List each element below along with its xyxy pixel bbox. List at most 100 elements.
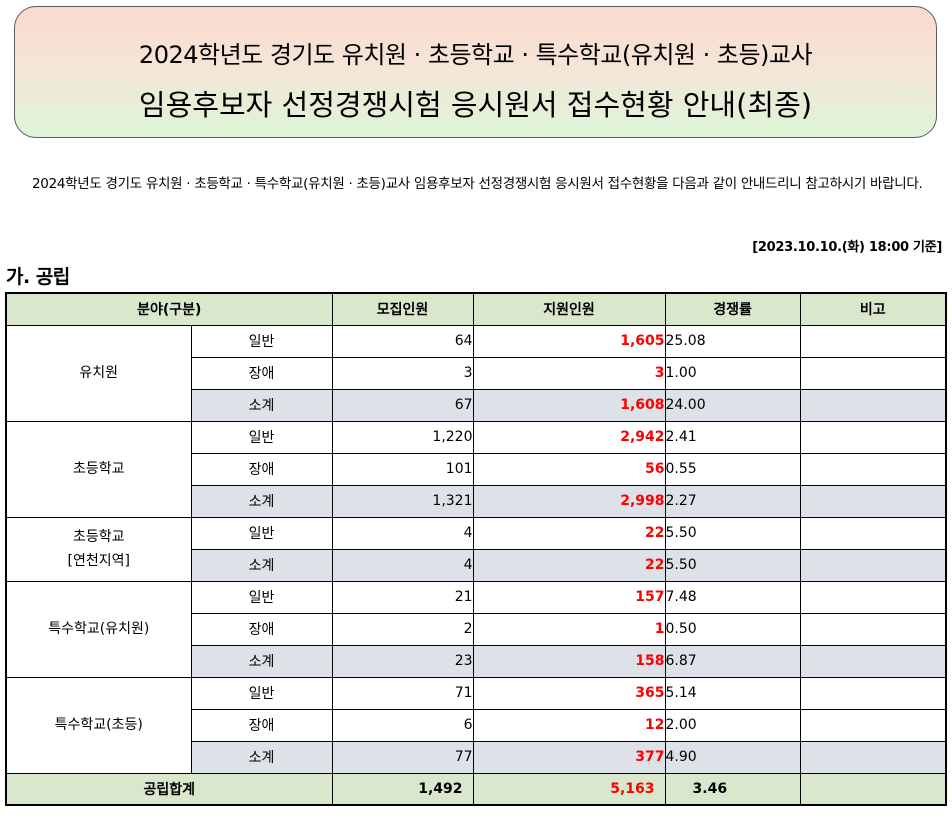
title-line-1: 2024학년도 경기도 유치원 · 초등학교 · 특수학교(유치원 · 초등)교… xyxy=(138,41,813,69)
note-cell xyxy=(799,516,947,550)
ratio-cell: 5.50 xyxy=(664,516,801,550)
subcategory-cell: 장애 xyxy=(190,708,333,742)
applicants-cell: 22 xyxy=(472,516,666,550)
group-label: 초등학교 xyxy=(5,420,192,518)
note-cell xyxy=(799,420,947,454)
applicants-cell: 1 xyxy=(472,612,666,646)
recruit-cell: 101 xyxy=(331,452,474,486)
group-name: 초등학교 xyxy=(72,461,125,477)
title-banner: 2024학년도 경기도 유치원 · 초등학교 · 특수학교(유치원 · 초등)교… xyxy=(14,6,937,138)
ratio-cell: 4.90 xyxy=(664,740,801,774)
subcategory-cell: 소계 xyxy=(190,548,333,582)
subcategory-cell: 일반 xyxy=(190,580,333,614)
note-cell xyxy=(799,580,947,614)
table-row: 소계 4 22 5.50 xyxy=(6,548,947,582)
subcategory-cell: 일반 xyxy=(190,516,333,550)
table-row: 장애 101 56 0.55 xyxy=(6,452,947,486)
applicants-cell: 3 xyxy=(472,356,666,390)
recruit-cell: 2 xyxy=(331,612,474,646)
ratio-cell: 5.50 xyxy=(664,548,801,582)
reference-date: [2023.10.10.(화) 18:00 기준] xyxy=(752,240,942,255)
applicants-cell: 158 xyxy=(472,644,666,678)
header-field: 분야(구분) xyxy=(5,292,333,326)
ratio-cell: 1.00 xyxy=(664,356,801,390)
header-note: 비고 xyxy=(799,292,947,326)
header-recruit: 모집인원 xyxy=(331,292,474,326)
recruit-cell: 23 xyxy=(331,644,474,678)
table-row: 장애 3 3 1.00 xyxy=(6,356,947,390)
subcategory-cell: 소계 xyxy=(190,388,333,422)
recruit-cell: 71 xyxy=(331,676,474,710)
recruit-cell: 77 xyxy=(331,740,474,774)
ratio-cell: 6.87 xyxy=(664,644,801,678)
note-cell xyxy=(799,484,947,518)
applicants-cell: 1,605 xyxy=(472,324,666,358)
title-line-2: 임용후보자 선정경쟁시험 응시원서 접수현황 안내(최종) xyxy=(138,88,813,122)
recruit-cell: 67 xyxy=(331,388,474,422)
total-ratio: 3.46 xyxy=(664,772,801,806)
note-cell xyxy=(799,388,947,422)
table-header-row: 분야(구분) 모집인원 지원인원 경쟁률 비고 xyxy=(5,292,947,326)
ratio-cell: 25.08 xyxy=(664,324,801,358)
table-row: 특수학교(유치원) 일반 21 157 7.48 xyxy=(5,580,947,678)
table-row: 소계 77 377 4.90 xyxy=(6,740,947,774)
ratio-cell: 0.55 xyxy=(664,452,801,486)
recruit-cell: 64 xyxy=(331,324,474,358)
group-name: 특수학교(유치원) xyxy=(48,621,150,637)
table-row: 유치원 일반 64 1,605 25.08 xyxy=(5,324,947,422)
total-recruit: 1,492 xyxy=(331,772,474,806)
group-name: 유치원 xyxy=(79,365,119,381)
note-cell xyxy=(799,356,947,390)
ratio-cell: 2.27 xyxy=(664,484,801,518)
group-region: [연천지역] xyxy=(67,553,130,569)
note-cell xyxy=(799,548,947,582)
total-row: 공립합계 1,492 5,163 3.46 xyxy=(5,772,947,806)
total-note xyxy=(799,772,947,806)
ratio-cell: 0.50 xyxy=(664,612,801,646)
header-ratio: 경쟁률 xyxy=(664,292,801,326)
recruit-cell: 21 xyxy=(331,580,474,614)
group-label: 특수학교(유치원) xyxy=(5,580,192,678)
note-cell xyxy=(799,676,947,710)
applicants-cell: 56 xyxy=(472,452,666,486)
applicants-cell: 12 xyxy=(472,708,666,742)
note-cell xyxy=(799,708,947,742)
header-applicants: 지원인원 xyxy=(472,292,666,326)
table-row: 초등학교 [연천지역] 일반 4 22 5.50 xyxy=(5,516,947,582)
recruit-cell: 1,220 xyxy=(331,420,474,454)
applicants-cell: 377 xyxy=(472,740,666,774)
ratio-cell: 2.41 xyxy=(664,420,801,454)
recruit-cell: 6 xyxy=(331,708,474,742)
note-cell xyxy=(799,644,947,678)
total-label: 공립합계 xyxy=(5,772,333,806)
note-cell xyxy=(799,324,947,358)
subcategory-cell: 장애 xyxy=(190,356,333,390)
section-heading: 가. 공립 xyxy=(6,266,70,288)
applicants-cell: 157 xyxy=(472,580,666,614)
applicants-cell: 22 xyxy=(472,548,666,582)
subcategory-cell: 소계 xyxy=(190,484,333,518)
note-cell xyxy=(799,740,947,774)
recruit-cell: 4 xyxy=(331,516,474,550)
group-label: 유치원 xyxy=(5,324,192,422)
applicants-cell: 365 xyxy=(472,676,666,710)
subcategory-cell: 일반 xyxy=(190,676,333,710)
group-label: 특수학교(초등) xyxy=(5,676,192,774)
note-cell xyxy=(799,612,947,646)
table-row: 특수학교(초등) 일반 71 365 5.14 xyxy=(5,676,947,774)
subcategory-cell: 소계 xyxy=(190,740,333,774)
total-applicants: 5,163 xyxy=(472,772,666,806)
note-cell xyxy=(799,452,947,486)
recruit-cell: 3 xyxy=(331,356,474,390)
ratio-cell: 7.48 xyxy=(664,580,801,614)
ratio-cell: 2.00 xyxy=(664,708,801,742)
subcategory-cell: 일반 xyxy=(190,324,333,358)
table-row: 소계 23 158 6.87 xyxy=(6,644,947,678)
applicants-cell: 2,942 xyxy=(472,420,666,454)
applicants-cell: 1,608 xyxy=(472,388,666,422)
recruit-cell: 1,321 xyxy=(331,484,474,518)
intro-paragraph: 2024학년도 경기도 유치원 · 초등학교 · 특수학교(유치원 · 초등)교… xyxy=(32,176,923,192)
table-body: 유치원 일반 64 1,605 25.08 장애 3 3 1.00 소계 67 1,608 24.00 초… xyxy=(5,324,947,774)
group-label: 초등학교 [연천지역] xyxy=(5,516,192,582)
table-row: 소계 67 1,608 24.00 xyxy=(6,388,947,422)
